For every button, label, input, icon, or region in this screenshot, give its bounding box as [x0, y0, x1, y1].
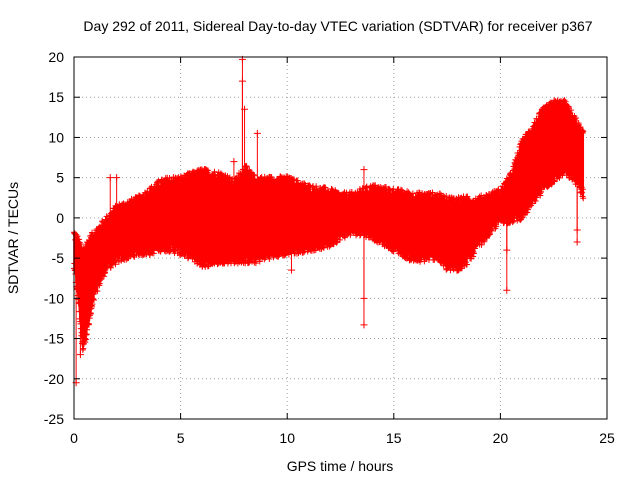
- y-tick-label: 15: [48, 89, 64, 105]
- data-point: [567, 107, 574, 114]
- data-point: [463, 261, 470, 268]
- data-point: [493, 223, 500, 230]
- data-point: [488, 227, 495, 234]
- y-tick-label: 5: [56, 170, 64, 186]
- data-point: [529, 200, 536, 207]
- outlier-point: [573, 238, 581, 246]
- y-tick-label: -5: [52, 250, 65, 266]
- data-point: [89, 301, 96, 308]
- data-point: [509, 219, 516, 226]
- data-point: [107, 264, 114, 271]
- data-point: [519, 214, 526, 221]
- outlier-point: [360, 321, 368, 329]
- data-point: [74, 233, 81, 240]
- outlier-point: [238, 77, 246, 85]
- x-tick-label: 10: [279, 430, 295, 446]
- outlier-point: [503, 246, 511, 254]
- data-point: [532, 198, 539, 205]
- outlier-point: [360, 166, 368, 174]
- data-point: [580, 128, 587, 135]
- data-point: [551, 178, 558, 185]
- data-point: [336, 236, 343, 243]
- data-point: [204, 167, 211, 174]
- outlier-point: [503, 286, 511, 294]
- data-point: [90, 297, 97, 304]
- data-point: [214, 261, 221, 268]
- data-point: [443, 192, 450, 199]
- data-point: [87, 310, 94, 317]
- y-tick-label: 10: [48, 129, 64, 145]
- data-point: [300, 249, 307, 256]
- y-tick-label: -20: [44, 371, 64, 387]
- chart-title: Day 292 of 2011, Sidereal Day-to-day VTE…: [83, 18, 592, 34]
- data-point: [89, 229, 96, 236]
- data-point: [478, 241, 485, 248]
- data-point: [372, 182, 379, 189]
- data-point: [483, 235, 490, 242]
- data-point: [556, 174, 563, 181]
- x-axis-label: GPS time / hours: [287, 458, 394, 474]
- outlier-point: [76, 351, 84, 359]
- y-tick-label: 0: [56, 210, 64, 226]
- data-point: [524, 209, 531, 216]
- x-tick-label: 0: [70, 430, 78, 446]
- axis-ticks: 0 5 10 15 20 25 -25 -20 -15 -10 -5 0 5 10 15 20: [44, 49, 615, 446]
- data-point: [341, 234, 348, 241]
- data-point: [75, 236, 82, 243]
- outlier-point: [241, 105, 249, 113]
- data-point: [252, 260, 259, 267]
- y-tick-label: -15: [44, 331, 64, 347]
- outlier-point: [573, 226, 581, 234]
- data-point: [572, 114, 579, 121]
- x-tick-label: 5: [177, 430, 185, 446]
- data-series: [71, 55, 587, 387]
- outlier-point: [106, 174, 114, 182]
- outlier-point: [113, 174, 121, 182]
- data-point: [102, 269, 109, 276]
- outlier-point: [253, 129, 261, 137]
- data-point: [270, 254, 277, 261]
- outlier-point: [230, 158, 238, 166]
- data-point: [100, 273, 107, 280]
- data-point: [470, 250, 477, 257]
- data-point: [580, 195, 587, 202]
- data-point: [85, 321, 92, 328]
- data-point: [150, 250, 157, 257]
- data-point: [397, 186, 404, 193]
- x-tick-label: 20: [493, 430, 509, 446]
- y-axis-label: SDTVAR / TECUs: [5, 182, 21, 294]
- outlier-point: [287, 266, 295, 274]
- y-tick-label: 20: [48, 49, 64, 65]
- plot-frame: [73, 56, 608, 420]
- y-tick-label: -25: [44, 411, 64, 427]
- data-point: [347, 232, 354, 239]
- x-tick-label: 15: [386, 430, 402, 446]
- data-point: [486, 231, 493, 238]
- data-point: [562, 98, 569, 105]
- x-tick-label: 25: [599, 430, 615, 446]
- data-point: [94, 288, 101, 295]
- outlier-point: [81, 335, 89, 343]
- y-tick-label: -10: [44, 290, 64, 306]
